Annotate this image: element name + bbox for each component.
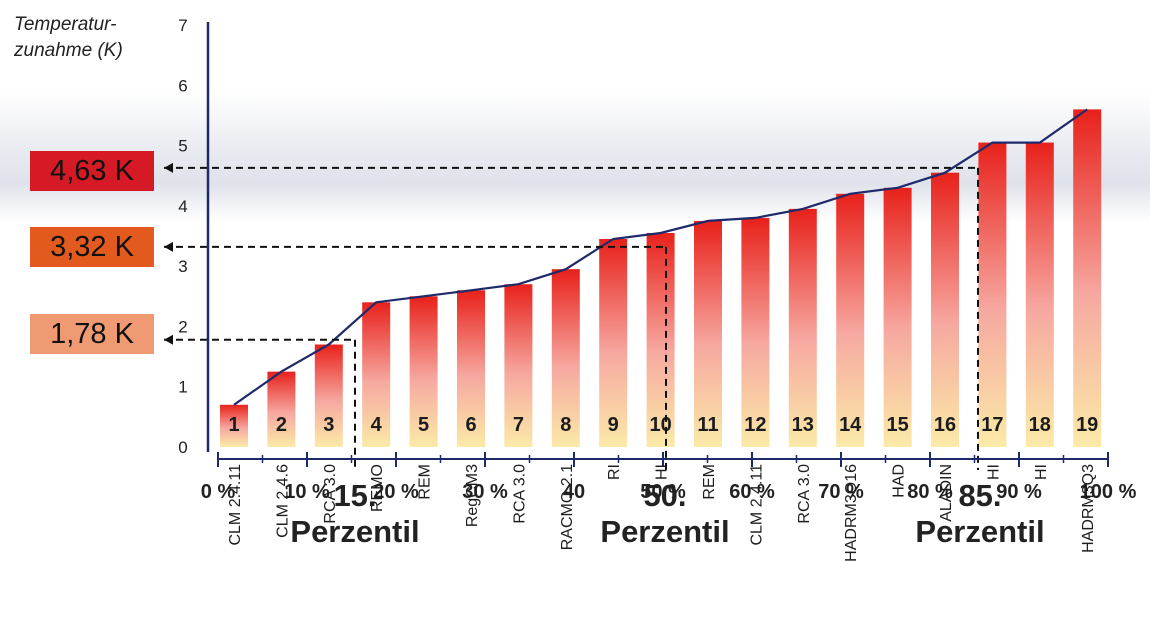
bar-number-2: 2	[276, 414, 287, 436]
bar-number-12: 12	[744, 414, 766, 436]
bar-number-15: 15	[886, 414, 908, 436]
bar-16	[931, 172, 959, 447]
percentile-15-number: 15.	[333, 478, 377, 513]
y-tick-label-7: 7	[178, 16, 187, 35]
model-label-13: RCA 3.0	[796, 464, 813, 524]
bar-number-18: 18	[1029, 414, 1051, 436]
percentile-50-label: 50. Perzentil	[580, 478, 750, 550]
y-tick-label-0: 0	[178, 438, 187, 457]
bar-number-13: 13	[792, 414, 814, 436]
bar-number-19: 19	[1076, 414, 1098, 436]
bar-number-11: 11	[697, 414, 718, 436]
marker-15-percentile: 1,78 K	[30, 314, 154, 354]
y-tick-label-5: 5	[178, 137, 187, 156]
bar-2	[267, 371, 296, 447]
model-label-2: CLM 2.4.6	[274, 464, 291, 538]
y-axis-title-line1: Temperatur-	[14, 14, 117, 35]
model-label-15: HAD	[891, 464, 908, 498]
x-percent-label-8: 80 %	[907, 481, 953, 503]
bar-9	[599, 239, 628, 447]
bar-14	[836, 193, 865, 447]
x-percent-label-9: 90 %	[996, 481, 1042, 503]
y-axis-title-line2: zunahme (K)	[14, 40, 123, 61]
marker-85-percentile: 4,63 K	[30, 151, 154, 191]
model-label-5: REM	[417, 464, 434, 500]
model-label-12: CLM 2.4.11	[748, 464, 765, 546]
trend-line	[233, 108, 1088, 406]
x-percent-label-0: 0 %	[201, 481, 236, 503]
y-tick-label-6: 6	[178, 76, 187, 95]
bar-number-10: 10	[649, 414, 671, 436]
bar-1	[220, 404, 248, 447]
percentile-15-word: Perzentil	[290, 514, 420, 549]
percentile-arrow-0	[164, 334, 173, 345]
x-percent-label-5: 50 %	[640, 481, 686, 503]
percentile-85-number: 85.	[958, 478, 1002, 513]
x-percent-label-1: 10 %	[284, 481, 330, 503]
x-percent-label-6: 60 %	[729, 481, 775, 503]
bar-17	[978, 142, 1007, 448]
bar-number-5: 5	[418, 414, 429, 436]
model-label-6: RegCM3	[464, 464, 481, 527]
model-label-19: HADRM3Q3	[1080, 464, 1097, 553]
percentile-50-word: Perzentil	[600, 514, 730, 549]
percentile-arrow-2	[164, 162, 173, 173]
x-percent-label-7: 70 %	[818, 481, 864, 503]
percentile-15-label: 15. Perzentil	[270, 478, 440, 550]
model-label-16: ALADIN	[938, 464, 955, 522]
bar-number-7: 7	[513, 414, 524, 436]
model-label-17: HI	[985, 464, 1002, 480]
y-tick-label-3: 3	[178, 257, 187, 276]
model-label-11: REM	[701, 464, 718, 500]
y-tick-label-4: 4	[178, 197, 187, 216]
bar-number-6: 6	[465, 414, 476, 436]
bar-number-1: 1	[228, 414, 239, 436]
bar-3	[314, 344, 343, 447]
bar-number-14: 14	[839, 414, 862, 436]
bar-7	[504, 284, 533, 447]
bar-18	[1025, 142, 1054, 448]
bar-number-8: 8	[560, 414, 571, 436]
bar-number-3: 3	[323, 414, 334, 436]
model-label-14: HADRM3Q16	[843, 464, 860, 562]
x-percent-label-10: 100 %	[1080, 481, 1137, 503]
bar-number-4: 4	[371, 414, 383, 436]
percentile-50-number: 50.	[643, 478, 687, 513]
bar-number-9: 9	[608, 414, 619, 436]
bar-19	[1073, 109, 1102, 448]
bar-4	[362, 302, 391, 447]
bar-6	[457, 290, 485, 447]
x-percent-label-2: 20 %	[373, 481, 419, 503]
bar-15	[883, 187, 912, 447]
bar-12	[741, 217, 770, 447]
marker-50-percentile: 3,32 K	[30, 227, 154, 267]
bar-8	[551, 269, 580, 447]
model-label-18: HI	[1033, 464, 1050, 480]
percentile-85-word: Perzentil	[915, 514, 1045, 549]
model-label-8: RACMO 2.1	[559, 464, 576, 550]
bar-10	[646, 232, 675, 447]
percentile-85-label: 85. Perzentil	[895, 478, 1065, 550]
bar-number-17: 17	[981, 414, 1003, 436]
model-label-3: RCA 3.0	[322, 464, 339, 524]
x-percent-label-3: 30 %	[462, 481, 508, 503]
bar-11	[694, 220, 722, 447]
model-label-9: RI	[606, 464, 623, 480]
model-label-1: CLM 2.4.11	[227, 464, 244, 546]
y-tick-label-2: 2	[178, 317, 187, 336]
percentile-arrow-1	[164, 241, 173, 252]
x-percent-label-4: 40	[563, 481, 585, 503]
y-tick-label-1: 1	[178, 378, 187, 397]
model-label-4: REMO	[369, 464, 386, 512]
bar-13	[788, 208, 817, 447]
model-label-7: RCA 3.0	[511, 464, 528, 524]
bar-number-16: 16	[934, 414, 956, 436]
bar-5	[409, 296, 438, 447]
